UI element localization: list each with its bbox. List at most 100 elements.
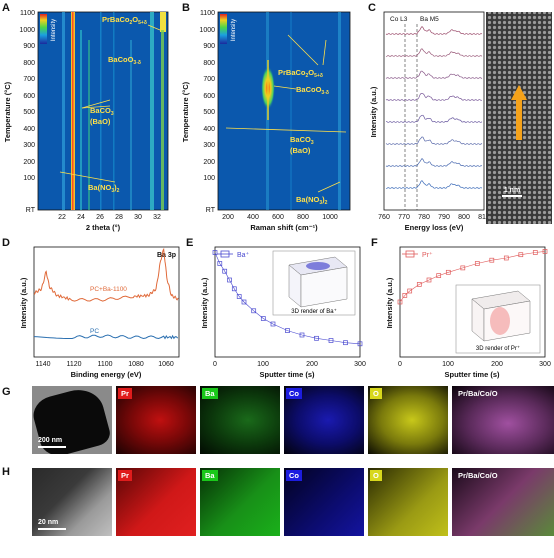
data-point <box>343 340 348 346</box>
panel-b-yticks: 1100 1000 900 800 700 600 500 400 300 20… <box>199 10 215 214</box>
svg-text:300: 300 <box>23 142 35 149</box>
svg-text:30: 30 <box>134 214 142 221</box>
svg-text:BaCO3: BaCO3 <box>90 106 114 117</box>
svg-text:600: 600 <box>203 93 215 100</box>
panel-a-ann-bacoo3: BaCoO <box>108 55 134 64</box>
panel-a-chart: Intensity PrBaCo2O5+δ BaCoO3-δ BaCO3 (Ba… <box>3 10 169 232</box>
panel-d-xticks: 1140 1120 1100 1080 1060 <box>35 361 173 368</box>
panel-c-ylabel: Intensity (a.u.) <box>369 86 378 137</box>
eels-spectrum-line <box>385 114 483 123</box>
panel-h-o-map: O <box>368 468 448 536</box>
panel-e-ylabel: Intensity (a.u.) <box>200 277 209 328</box>
eels-spectrum-line <box>385 93 483 101</box>
panel-f-ylabel: Intensity (a.u.) <box>385 277 394 328</box>
panel-e-3d-inset: 3D render of Ba⁺ <box>272 250 356 316</box>
svg-text:780: 780 <box>418 214 430 221</box>
data-point <box>217 261 223 266</box>
svg-text:24: 24 <box>77 214 85 221</box>
series-line <box>399 251 546 303</box>
svg-text:800: 800 <box>458 214 470 221</box>
panel-d-ylabel: Intensity (a.u.) <box>19 277 28 328</box>
panel-a-xticks: 22 24 26 28 30 32 <box>58 214 161 221</box>
svg-text:300: 300 <box>539 361 551 368</box>
data-point <box>241 299 247 305</box>
data-point <box>285 328 290 333</box>
svg-text:1000: 1000 <box>322 214 338 221</box>
panel-c-edge1: Co L3 <box>390 16 408 23</box>
data-point <box>436 273 442 278</box>
svg-text:100: 100 <box>23 175 35 182</box>
svg-text:1100: 1100 <box>200 10 215 17</box>
data-point <box>328 338 334 343</box>
panel-b-chart: Intensity PrBaCo2O5+δ BaCoO3-δ BaCO3 (Ba… <box>181 10 351 232</box>
panel-e-xticks: 0 100 200 300 <box>213 361 366 368</box>
panel-b-ann-bano3: Ba(NO <box>296 195 320 204</box>
svg-text:200: 200 <box>306 361 318 368</box>
svg-text:BaCoO3-δ: BaCoO3-δ <box>296 85 329 96</box>
data-point <box>503 255 509 261</box>
svg-text:770: 770 <box>398 214 410 221</box>
svg-text:PrBaCo2O5+δ: PrBaCo2O5+δ <box>278 68 323 79</box>
panel-f-xlabel: Sputter time (s) <box>444 370 500 379</box>
panel-c-xlabel: Energy loss (eV) <box>405 223 464 232</box>
svg-text:800: 800 <box>23 60 35 67</box>
panel-b-xticks: 200 400 600 800 1000 <box>222 214 338 221</box>
panel-b-xlabel: Raman shift (cm⁻¹) <box>250 223 318 232</box>
panel-e-xlabel: Sputter time (s) <box>259 370 315 379</box>
panel-h-merge-map: Pr/Ba/Co/O <box>452 468 554 536</box>
panel-g-label: G <box>2 386 11 398</box>
panel-d-series1-label: PC+Ba-1100 <box>90 286 127 293</box>
svg-text:RT: RT <box>26 207 36 214</box>
svg-text:200: 200 <box>203 159 215 166</box>
svg-text:400: 400 <box>23 126 35 133</box>
panel-f-legend: Pr⁺ <box>422 251 433 259</box>
panel-g-co-map: Co <box>284 386 364 454</box>
data-point <box>402 293 408 298</box>
panel-a-ann-bao: (BaO) <box>90 117 111 126</box>
data-point <box>212 250 218 255</box>
svg-text:22: 22 <box>58 214 66 221</box>
panel-b-ylabel: Temperature (°C) <box>181 81 190 142</box>
panel-a-ylabel: Temperature (°C) <box>3 81 12 142</box>
svg-text:Ba(NO3)2: Ba(NO3)2 <box>296 195 328 206</box>
svg-text:800: 800 <box>297 214 309 221</box>
eels-spectrum-line <box>385 70 483 79</box>
panel-g-ba-map: Ba <box>200 386 280 454</box>
panel-g-merge-map: Pr/Ba/Co/O <box>452 386 554 454</box>
eels-spectrum-line <box>385 25 483 35</box>
svg-text:BaCO3: BaCO3 <box>290 135 314 146</box>
svg-text:800: 800 <box>203 60 215 67</box>
panel-h-tem: 20 nm <box>32 468 112 536</box>
panel-g-tem: 200 nm <box>32 386 112 454</box>
panel-b-ann-bao: (BaO) <box>290 146 311 155</box>
svg-text:700: 700 <box>203 76 215 83</box>
panel-c-chart: Co L3 Ba M5 Intensity (a.u.) 760 770 780… <box>369 11 552 232</box>
panel-e-legend: Ba⁺ <box>237 251 250 259</box>
svg-text:760: 760 <box>378 214 390 221</box>
svg-text:300: 300 <box>203 142 215 149</box>
data-point <box>299 332 305 338</box>
svg-text:0: 0 <box>398 361 402 368</box>
svg-text:26: 26 <box>96 214 104 221</box>
panel-a-ann-baco3: BaCO <box>90 106 111 115</box>
panel-d-xlabel: Binding energy (eV) <box>71 370 142 379</box>
svg-text:900: 900 <box>203 43 215 50</box>
panel-h-scale: 20 nm <box>38 519 59 526</box>
panel-a-label: A <box>2 2 10 14</box>
data-point <box>460 265 466 271</box>
panel-a-colorbar-label: Intensity <box>51 19 57 41</box>
panel-d-chart: Ba 3p PC+Ba-1100 PC Intensity (a.u.) 114… <box>19 246 180 379</box>
eels-spectrum-line <box>386 180 483 189</box>
data-point <box>251 308 257 314</box>
series-line <box>214 252 361 345</box>
svg-text:BaCoO3-δ: BaCoO3-δ <box>108 55 141 66</box>
eels-spectra <box>385 25 483 189</box>
svg-text:1080: 1080 <box>128 361 144 368</box>
panel-a-ann-bano3: Ba(NO <box>88 183 112 192</box>
panel-f-chart: Pr⁺ 3D render of Pr⁺ Intensity (a.u.) 0 … <box>385 246 551 379</box>
panel-d-series2-label: PC <box>90 328 99 335</box>
panel-g-o-map: O <box>368 386 448 454</box>
eels-spectrum-line <box>385 48 483 57</box>
panel-a-xlabel: 2 theta (°) <box>86 223 121 232</box>
panel-h-row: 20 nm Pr Ba Co O Pr/Ba/Co/O <box>32 468 554 538</box>
